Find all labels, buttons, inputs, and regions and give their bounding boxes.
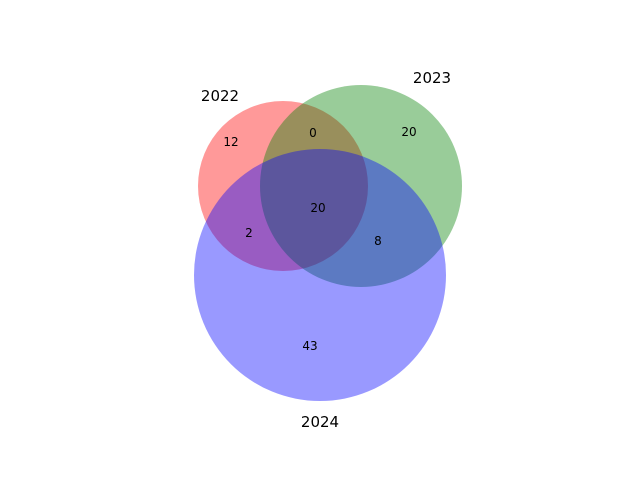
region-all-three: 20 — [310, 201, 325, 215]
set-circle-2022 — [198, 101, 368, 271]
region-2023-2024: 8 — [374, 234, 382, 248]
region-2022-2023: 0 — [309, 126, 317, 140]
region-only-2024: 43 — [302, 339, 317, 353]
set-label-2022: 2022 — [201, 87, 239, 105]
set-circle-2024 — [194, 149, 446, 401]
set-label-2024: 2024 — [301, 413, 339, 431]
region-only-2022: 12 — [223, 135, 238, 149]
set-circle-2023 — [260, 85, 462, 287]
set-label-2023: 2023 — [413, 69, 451, 87]
region-2022-2024: 2 — [245, 226, 253, 240]
set-circles — [194, 85, 462, 401]
region-only-2023: 20 — [401, 125, 416, 139]
